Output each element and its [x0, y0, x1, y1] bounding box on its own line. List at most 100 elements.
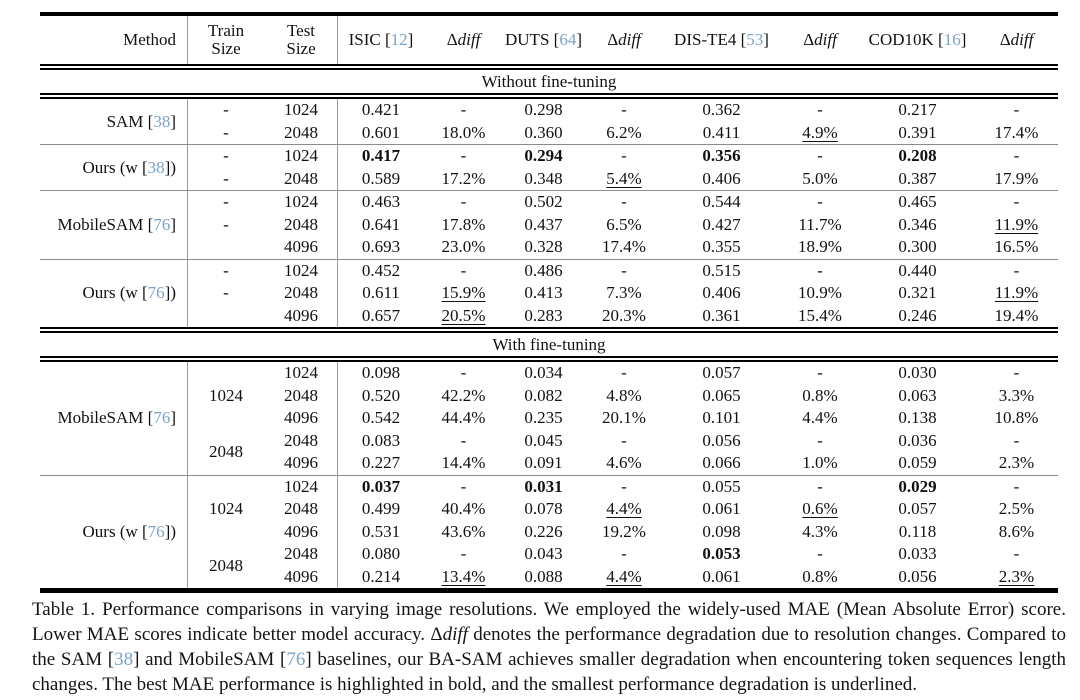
text-segment: Δ [430, 624, 443, 645]
cell-value: - [621, 192, 627, 212]
mae-value-cell: 0.465 [860, 191, 975, 214]
cell-value: 0.417 [361, 146, 401, 166]
cell-value: - [1013, 100, 1020, 120]
cell-value: 0.531 [361, 521, 401, 541]
diff-value-cell: - [780, 476, 860, 499]
cell-value: - [1013, 260, 1020, 280]
mae-value-cell: 0.544 [663, 191, 780, 214]
diff-value-cell: 4.6% [585, 452, 663, 475]
diff-value-cell: 17.4% [585, 236, 663, 259]
mae-value-cell: 0.387 [860, 168, 975, 191]
cell-value: - [460, 476, 467, 496]
cell-value: 0.037 [361, 476, 401, 496]
diff-value-cell: 4.4% [780, 407, 860, 430]
diff-value-cell: 17.9% [975, 168, 1058, 191]
cell-value: 0.226 [524, 521, 563, 541]
mae-value-cell: 0.391 [860, 122, 975, 145]
cell-value: - [460, 260, 467, 280]
cell-value: 0.589 [361, 168, 401, 188]
citation-link: 76 [153, 214, 171, 234]
mae-value-cell: 0.033 [860, 543, 975, 566]
text-segment: ISIC [ [348, 30, 391, 50]
section-without-fine-tuning: SAM [38] - -1024 0.421-0.298-0.362-0.217-20… [40, 99, 1058, 327]
diff-value-cell: 7.3% [585, 282, 663, 305]
citation-link: 64 [559, 30, 577, 50]
diff-value-cell: 17.8% [425, 214, 502, 237]
cell-value: 15.4% [798, 305, 842, 325]
bottom-rule [40, 588, 1058, 593]
cell-value: - [621, 430, 627, 450]
diff-value-cell: 40.4% [425, 498, 502, 521]
cell-value: 0.101 [702, 408, 741, 428]
cell-value: - [460, 192, 467, 212]
test-size-cell: 2048 [284, 122, 318, 142]
cell-value: 4.3% [802, 521, 838, 541]
mae-value-cell: 0.098 [663, 521, 780, 544]
cell-value: 17.8% [441, 214, 486, 234]
cell-value: 42.2% [441, 385, 486, 405]
test-size-cell: 4096 [284, 521, 318, 541]
cell-value: - [621, 100, 627, 120]
train-size-cell: - [223, 100, 229, 120]
diff-value-cell: - [585, 191, 663, 214]
text-segment: denotes the performance degradation due … [32, 624, 1066, 670]
mae-value-cell: 0.226 [502, 521, 585, 544]
mae-value-cell: 0.036 [860, 430, 975, 453]
cell-value: - [460, 363, 467, 383]
cell-value: 17.9% [994, 168, 1039, 188]
cell-value: - [1013, 476, 1020, 496]
text-segment: ] baselines, our BA-SAM achieves smaller… [32, 649, 1066, 695]
cell-value: 0.045 [524, 430, 563, 450]
mae-value-cell: 0.056 [860, 566, 975, 589]
diff-value-cell: 15.4% [780, 305, 860, 328]
cell-value: 19.4% [994, 305, 1039, 325]
cell-value: - [1013, 430, 1020, 450]
mae-value-cell: 0.486 [502, 260, 585, 283]
diff-value-cell: - [425, 260, 502, 283]
cell-value: 0.059 [898, 453, 937, 473]
mae-value-cell: 0.056 [663, 430, 780, 453]
mae-value-cell: 0.362 [663, 99, 780, 122]
cell-value: 0.406 [702, 168, 741, 188]
text-segment: diff [457, 30, 481, 50]
cell-value: 0.061 [702, 566, 741, 586]
section-rule [40, 327, 1058, 333]
cell-value: - [621, 363, 627, 383]
diff-value-cell: - [425, 191, 502, 214]
diff-value-cell: 23.0% [425, 236, 502, 259]
test-size-cell: 4096 [284, 566, 318, 586]
cell-value: - [1013, 363, 1020, 383]
cell-value: 0.328 [524, 237, 563, 257]
mae-value-cell: 0.030 [860, 362, 975, 385]
diff-value-cell: 0.8% [780, 385, 860, 408]
cell-value: 5.0% [802, 168, 838, 188]
cell-value: 6.5% [606, 214, 642, 234]
text-segment: Test Size [286, 21, 316, 58]
mae-value-cell: 0.601 [337, 122, 425, 145]
cell-value: - [460, 146, 467, 166]
diff-value-cell: - [585, 543, 663, 566]
citation-link: 16 [943, 30, 961, 50]
cell-value: 0.098 [702, 521, 741, 541]
mae-value-cell: 0.542 [337, 407, 425, 430]
train-size-cell: - [223, 122, 229, 142]
cell-value: 0.300 [898, 237, 937, 257]
cell-value: 44.4% [441, 408, 486, 428]
mae-value-cell: 0.101 [663, 407, 780, 430]
mae-value-cell: 0.406 [663, 282, 780, 305]
cell-value: 0.362 [702, 100, 741, 120]
cell-value: 0.452 [361, 260, 401, 280]
cell-value: 7.3% [606, 283, 642, 303]
diff-value-cell: - [780, 191, 860, 214]
text-segment: DUTS [ [505, 30, 560, 50]
cell-value: 0.078 [524, 499, 563, 519]
text-segment: Δ [607, 30, 619, 50]
test-size-cell: 2048 [284, 214, 318, 234]
text-segment: ] [763, 30, 769, 50]
text-segment: Δ [999, 30, 1011, 50]
cell-value: 2.5% [998, 499, 1035, 519]
diff-value-cell: 20.1% [585, 407, 663, 430]
diff-value-cell: 20.5% [425, 305, 502, 328]
